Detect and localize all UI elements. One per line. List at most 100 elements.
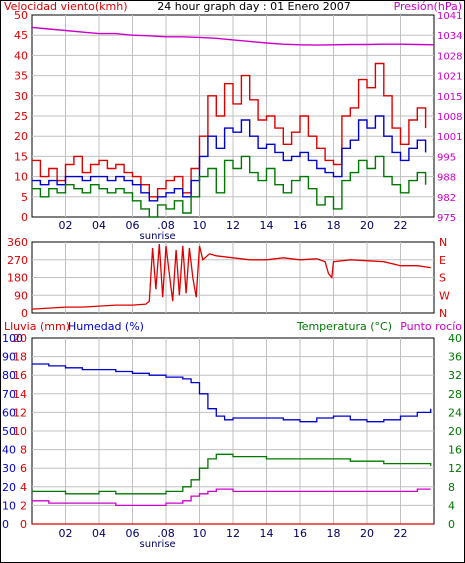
- wind-xtick-label: 12: [226, 219, 240, 232]
- rain-ytick-label: 20: [13, 332, 27, 345]
- rain-ytick-label: 4: [20, 481, 27, 494]
- wind-ytick-label: 0: [21, 211, 28, 224]
- wind-xtick-label: 22: [394, 219, 408, 232]
- direction-ytick-label: 360: [7, 236, 28, 249]
- humidity-xtick-label: .08: [157, 527, 175, 540]
- compass-label: W: [439, 289, 450, 302]
- temperature-ytick-label: 20: [448, 425, 462, 438]
- humidity-ytick-label: 10: [2, 499, 16, 512]
- temperature-ytick-label: 12: [448, 462, 462, 475]
- humidity-ytick-label: 40: [2, 444, 16, 457]
- wind-xtick-label: 16: [293, 219, 307, 232]
- humidity-xtick-label: 16: [293, 527, 307, 540]
- wind-ytick-label: 30: [14, 90, 28, 103]
- pressure-ytick-label: 1028: [437, 51, 462, 62]
- pressure-ytick-label: 1008: [437, 112, 462, 123]
- compass-label: E: [439, 254, 446, 267]
- wind-xtick-label: 02: [59, 219, 73, 232]
- compass-label: S: [439, 272, 446, 285]
- direction-series-red: [31, 243, 431, 310]
- rain-ytick-label: 2: [20, 499, 27, 512]
- wind-series-magenta: [31, 26, 435, 46]
- humidity-ytick-label: 30: [2, 462, 16, 475]
- wind-ytick-label: 10: [14, 171, 28, 184]
- rain-ytick-label: 0: [20, 518, 27, 531]
- rain-axis-title: Lluvia (mm): [4, 320, 70, 333]
- humidity-series-magenta: [32, 488, 431, 507]
- direction-ytick-label: 90: [14, 289, 28, 302]
- pressure-ytick-label: 1001: [437, 132, 462, 143]
- wind-ytick-label: 45: [14, 29, 28, 42]
- wind-ytick-label: 15: [14, 150, 28, 163]
- rain-ytick-label: 6: [20, 462, 27, 475]
- pressure-ytick-label: 975: [437, 213, 456, 224]
- pressure-ytick-label: 1034: [437, 31, 462, 42]
- humidity-xtick-label: 18: [327, 527, 341, 540]
- temperature-ytick-label: 28: [448, 388, 462, 401]
- direction-ytick-label: 180: [7, 272, 28, 285]
- direction-ytick-label: 0: [21, 307, 28, 320]
- pressure-ytick-label: 988: [437, 173, 456, 184]
- temperature-ytick-label: 8: [448, 481, 455, 494]
- wind-xtick-label: 06: [126, 219, 140, 232]
- dewpoint-axis-title: Punto rocío: [400, 320, 462, 333]
- pressure-ytick-label: 1015: [437, 92, 462, 103]
- humidity-xtick-label: 14: [260, 527, 274, 540]
- temperature-ytick-label: 4: [448, 499, 455, 512]
- rain-ytick-label: 18: [13, 351, 27, 364]
- humidity-series-green: [32, 453, 432, 495]
- pressure-axis-title: Presión(hPa): [394, 0, 462, 13]
- temperature-ytick-label: 36: [448, 351, 462, 364]
- wind-ytick-label: 20: [14, 130, 28, 143]
- wind-xtick-label: 14: [260, 219, 274, 232]
- temperature-axis-title: Temperatura (°C): [296, 320, 392, 333]
- humidity-xtick-label: 20: [360, 527, 374, 540]
- wind-xtick-label: 10: [193, 219, 207, 232]
- humidity-axis-title: Humedad (%): [68, 320, 144, 333]
- wind-series-green: [32, 155, 427, 218]
- humidity-xtick-label: 22: [394, 527, 408, 540]
- sunrise-label: sunrise: [140, 231, 176, 242]
- rain-ytick-label: 14: [13, 388, 27, 401]
- rain-ytick-label: 12: [13, 406, 27, 419]
- wind-xtick-label: 18: [327, 219, 341, 232]
- humidity-ytick-label: 20: [2, 481, 16, 494]
- humidity-ytick-label: 60: [2, 406, 16, 419]
- wind-ytick-label: 5: [21, 191, 28, 204]
- humidity-ytick-label: 80: [2, 369, 16, 382]
- rain-ytick-label: 10: [13, 425, 27, 438]
- temperature-ytick-label: 40: [448, 332, 462, 345]
- humidity-ytick-label: 90: [2, 351, 16, 364]
- chart-title: 24 hour graph day : 01 Enero 2007: [157, 0, 351, 13]
- humidity-xtick-label: 06: [126, 527, 140, 540]
- compass-label: N: [439, 307, 447, 320]
- wind-axis-title: Velocidad viento(kmh): [4, 0, 128, 13]
- pressure-ytick-label: 982: [437, 193, 456, 204]
- humidity-ytick-label: 70: [2, 388, 16, 401]
- compass-label: N: [439, 236, 447, 249]
- temperature-ytick-label: 32: [448, 369, 462, 382]
- humidity-xtick-label: 12: [226, 527, 240, 540]
- wind-series-red: [32, 62, 427, 198]
- wind-ytick-label: 40: [14, 49, 28, 62]
- humidity-series-blue: [32, 363, 432, 423]
- temperature-ytick-label: 16: [448, 444, 462, 457]
- wind-ytick-label: 50: [14, 9, 28, 22]
- humidity-ytick-label: 100: [2, 332, 23, 345]
- humidity-ytick-label: 0: [2, 518, 9, 531]
- wind-ytick-label: 35: [14, 70, 28, 83]
- temperature-ytick-label: 0: [448, 518, 455, 531]
- temperature-ytick-label: 24: [448, 406, 462, 419]
- direction-ytick-label: 270: [7, 254, 28, 267]
- humidity-xtick-label: 02: [59, 527, 73, 540]
- humidity-xtick-label: 04: [92, 527, 106, 540]
- pressure-ytick-label: 1021: [437, 72, 462, 83]
- rain-ytick-label: 16: [13, 369, 27, 382]
- humidity-ytick-label: 50: [2, 425, 16, 438]
- wind-xtick-label: .08: [157, 219, 175, 232]
- wind-ytick-label: 25: [14, 110, 28, 123]
- wind-xtick-label: 04: [92, 219, 106, 232]
- wind-series-blue: [32, 115, 427, 202]
